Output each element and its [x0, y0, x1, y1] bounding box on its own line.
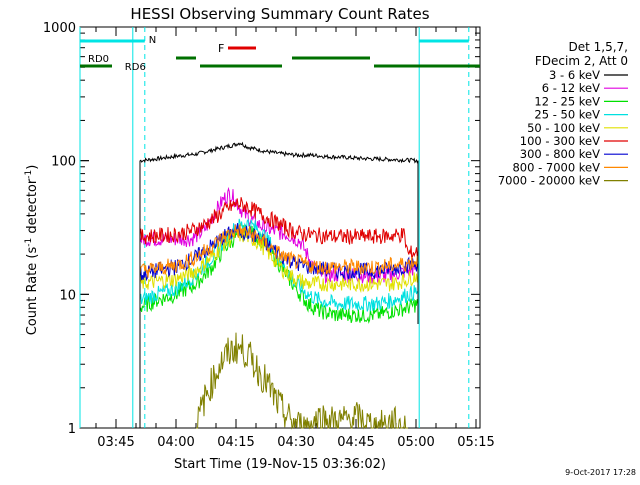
y-label-sup-2: -1 [24, 170, 34, 179]
x-tick-label: 04:15 [217, 435, 254, 450]
series-line [139, 224, 419, 324]
x-tick-label: 04:00 [157, 435, 194, 450]
legend-entry-label: 50 - 100 keV [527, 121, 600, 135]
legend-entry-label: 25 - 50 keV [534, 108, 600, 122]
chart-title: HESSI Observing Summary Count Rates [130, 5, 429, 23]
y-label-part-3: ) [25, 165, 40, 170]
legend-header-line-1: Det 1,5,7, [569, 40, 629, 54]
legend-entry-label: 100 - 300 keV [520, 134, 600, 148]
plot-frame-group: 1 10 100 1000 03:45 04:00 04:15 04:30 04:45 05:00… [43, 21, 495, 450]
night-label: N [149, 35, 156, 46]
y-axis-label: Count Rate (s-1 detector-1) [24, 165, 40, 336]
x-axis-label: Start Time (19-Nov-15 03:36:02) [174, 457, 386, 472]
series-line [139, 141, 419, 164]
legend-entry-label: 3 - 6 keV [549, 68, 600, 82]
y-tick-label: 1 [68, 422, 76, 437]
y-label-part-2: detector [25, 178, 40, 238]
series-line [139, 218, 419, 312]
legend-entry-label: 7000 - 20000 keV [498, 174, 600, 188]
x-tick-label: 04:45 [337, 435, 374, 450]
legend-entry-label: 6 - 12 keV [542, 81, 600, 95]
y-tick-label: 10 [59, 288, 76, 303]
top-annotation-group: N F RD0 RD6 [80, 35, 480, 73]
y-tick-label: 100 [51, 155, 76, 170]
decimation-label: RD6 [125, 62, 146, 73]
legend-entry-label: 300 - 800 keV [520, 147, 600, 161]
timestamp-label: 9-Oct-2017 17:28 [565, 468, 636, 477]
y-tick-label: 1000 [43, 21, 76, 36]
series-line [139, 223, 419, 278]
flare-label: F [218, 42, 224, 55]
legend-header-line-2: FDecim 2, Att 0 [535, 54, 628, 68]
series-line [139, 197, 419, 261]
legend-entry-label: 12 - 25 keV [534, 94, 600, 108]
decimation-label: RD0 [88, 54, 109, 65]
x-tick-label: 05:15 [457, 435, 494, 450]
y-label-sup-1: -1 [24, 238, 34, 247]
x-tick-label: 03:45 [97, 435, 134, 450]
series-line [196, 332, 408, 430]
y-label-part-1: Count Rate (s [25, 247, 40, 336]
x-tick-label: 05:00 [397, 435, 434, 450]
interval-markers-group [79, 27, 470, 428]
series-group [139, 141, 419, 430]
legend-entry-label: 800 - 7000 keV [512, 160, 600, 174]
x-tick-label: 04:30 [277, 435, 314, 450]
